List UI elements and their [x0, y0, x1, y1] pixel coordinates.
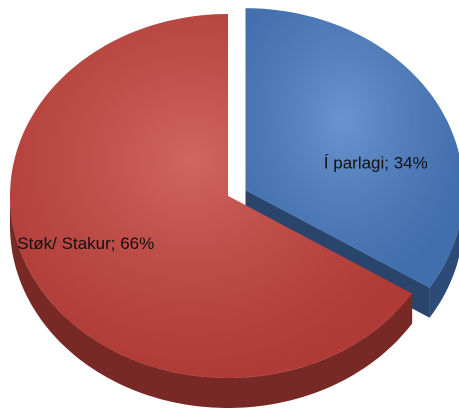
- data-label: Støk/ Stakur; 66%: [17, 234, 154, 253]
- slice-side: [10, 196, 413, 408]
- data-label: Í parlagi; 34%: [324, 153, 428, 172]
- slice-shade: [245, 8, 459, 288]
- slice-side: [429, 227, 459, 318]
- slice-shade: [10, 14, 413, 378]
